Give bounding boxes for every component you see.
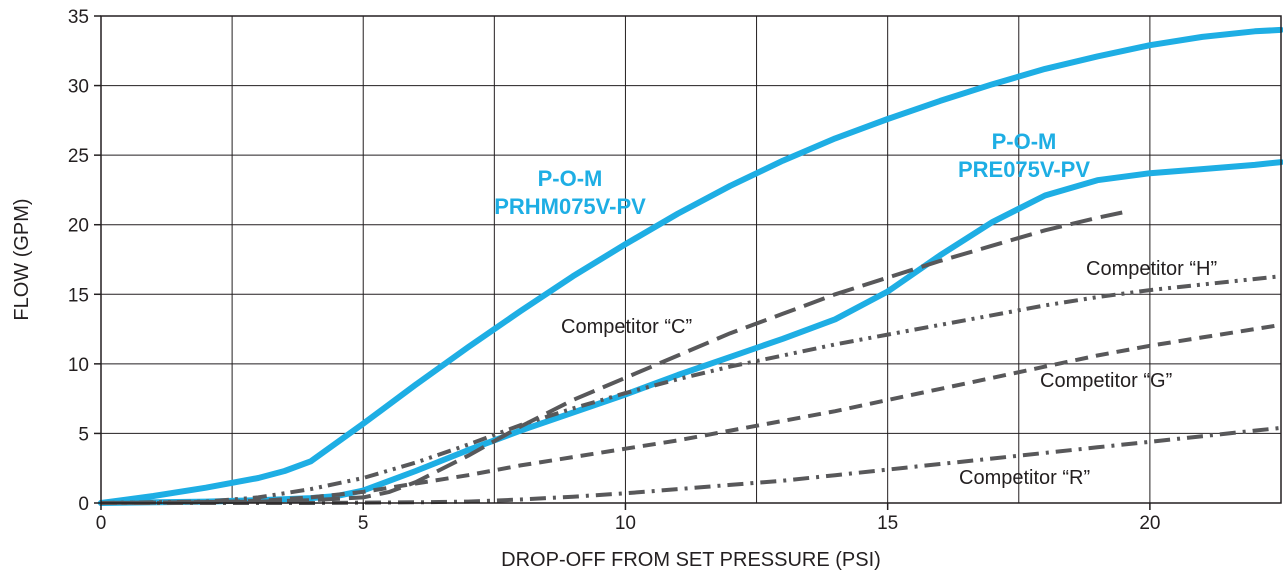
y-tick-label: 5 bbox=[78, 424, 89, 445]
x-tick-label: 0 bbox=[96, 513, 107, 534]
series-label-4: Competitor “H” bbox=[1086, 258, 1217, 280]
x-tick-label: 10 bbox=[615, 513, 636, 534]
y-axis-title: FLOW (GPM) bbox=[11, 198, 33, 320]
series-label-6: Competitor “R” bbox=[959, 467, 1090, 489]
series-label-1: P-O-M PRHM075V-PV bbox=[494, 166, 646, 219]
series-label-line: P-O-M bbox=[992, 129, 1057, 154]
axis-ticks: 0 5 10 15 20 0 5 10 15 20 25 30 35 bbox=[68, 7, 1161, 534]
series-label-3: Competitor “C” bbox=[561, 316, 692, 338]
y-tick-label: 25 bbox=[68, 146, 89, 167]
y-tick-label: 35 bbox=[68, 7, 89, 28]
y-tick-label: 20 bbox=[68, 216, 89, 237]
series-labels: P-O-M PRHM075V-PV P-O-M PRE075V-PV Competito… bbox=[494, 129, 1217, 489]
y-tick-label: 10 bbox=[68, 355, 89, 376]
series-label-line: P-O-M bbox=[538, 166, 603, 191]
y-tick-label: 0 bbox=[78, 494, 89, 515]
x-axis-title: DROP-OFF FROM SET PRESSURE (PSI) bbox=[501, 549, 881, 571]
series-lines bbox=[98, 26, 1283, 506]
series-line-3 bbox=[100, 210, 1125, 505]
series-label-2: P-O-M PRE075V-PV bbox=[958, 129, 1090, 182]
y-tick-label: 30 bbox=[68, 77, 89, 98]
series-line-5 bbox=[100, 322, 1282, 505]
x-tick-label: 5 bbox=[358, 513, 369, 534]
plot-frame bbox=[100, 15, 1282, 504]
series-line-4 bbox=[100, 274, 1282, 505]
x-tick-label: 20 bbox=[1139, 513, 1160, 534]
series-label-5: Competitor “G” bbox=[1040, 370, 1172, 392]
series-label-line: PRHM075V-PV bbox=[494, 194, 646, 219]
x-tick-label: 15 bbox=[877, 513, 898, 534]
y-tick-label: 15 bbox=[68, 285, 89, 306]
grid bbox=[101, 16, 1281, 503]
series-line-1 bbox=[98, 26, 1283, 506]
series-label-line: PRE075V-PV bbox=[958, 157, 1090, 182]
series-line-6 bbox=[101, 425, 1282, 505]
